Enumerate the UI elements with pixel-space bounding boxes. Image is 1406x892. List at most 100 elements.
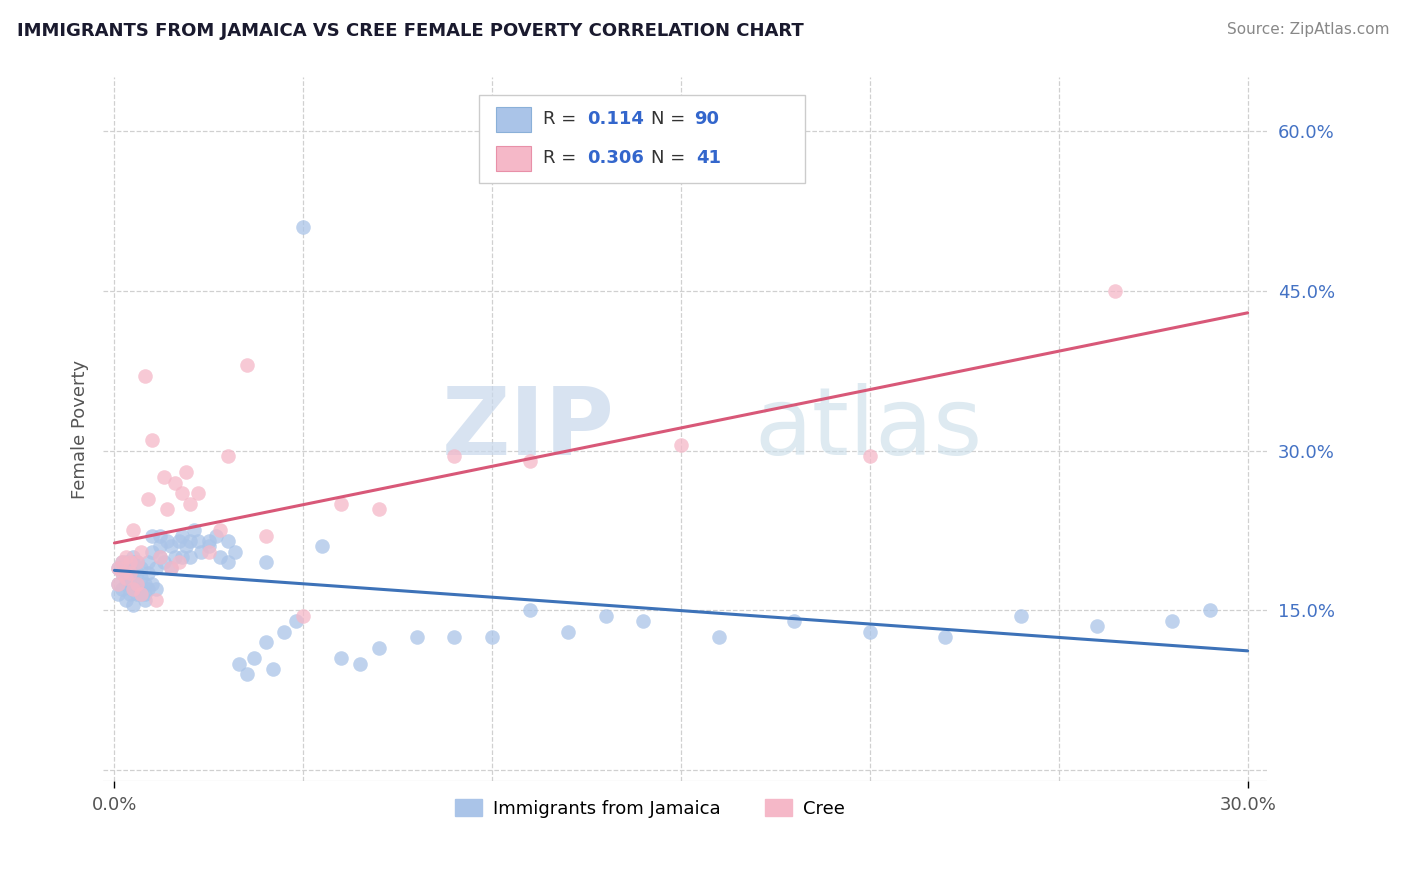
Point — [145, 592, 167, 607]
Point — [519, 603, 541, 617]
Point — [138, 566, 160, 581]
Point — [145, 561, 167, 575]
Point — [114, 550, 136, 565]
Point — [163, 550, 186, 565]
Point — [129, 561, 152, 575]
Point — [122, 566, 145, 581]
Point — [118, 587, 141, 601]
Point — [254, 635, 277, 649]
Point — [134, 576, 156, 591]
Point — [138, 491, 160, 506]
Point — [149, 540, 172, 554]
Point — [145, 582, 167, 596]
Point — [172, 486, 194, 500]
FancyBboxPatch shape — [479, 95, 804, 183]
Point — [859, 449, 882, 463]
Point — [118, 576, 141, 591]
Point — [174, 465, 197, 479]
Point — [160, 561, 183, 575]
Point — [217, 449, 239, 463]
Text: N =: N = — [651, 149, 692, 168]
Point — [179, 534, 201, 549]
Point — [114, 571, 136, 585]
Point — [595, 608, 617, 623]
Point — [156, 534, 179, 549]
Point — [156, 502, 179, 516]
Point — [349, 657, 371, 671]
Point — [149, 550, 172, 565]
Point — [859, 624, 882, 639]
Point — [149, 529, 172, 543]
Point — [122, 524, 145, 538]
Point — [1085, 619, 1108, 633]
Point — [1104, 284, 1126, 298]
Point — [330, 651, 353, 665]
Point — [111, 566, 134, 581]
Point — [183, 524, 205, 538]
Point — [122, 582, 145, 596]
Point — [107, 561, 129, 575]
Point — [138, 556, 160, 570]
Point — [330, 497, 353, 511]
Point — [114, 571, 136, 585]
Point — [243, 651, 266, 665]
Point — [141, 529, 163, 543]
Point — [190, 545, 212, 559]
Point — [129, 571, 152, 585]
Y-axis label: Female Poverty: Female Poverty — [72, 359, 89, 499]
Point — [1199, 603, 1222, 617]
Point — [783, 614, 806, 628]
Point — [311, 540, 333, 554]
Point — [118, 556, 141, 570]
Point — [107, 576, 129, 591]
Point — [149, 550, 172, 565]
Point — [111, 582, 134, 596]
Text: ZIP: ZIP — [441, 384, 614, 475]
Point — [167, 534, 190, 549]
Point — [669, 438, 692, 452]
Point — [111, 566, 134, 581]
Point — [141, 433, 163, 447]
Point — [118, 561, 141, 575]
Legend: Immigrants from Jamaica, Cree: Immigrants from Jamaica, Cree — [447, 791, 852, 825]
Point — [160, 540, 183, 554]
Point — [292, 608, 315, 623]
Point — [127, 576, 149, 591]
Point — [205, 529, 228, 543]
Point — [174, 540, 197, 554]
Point — [122, 598, 145, 612]
Point — [152, 470, 174, 484]
Text: IMMIGRANTS FROM JAMAICA VS CREE FEMALE POVERTY CORRELATION CHART: IMMIGRANTS FROM JAMAICA VS CREE FEMALE P… — [17, 22, 804, 40]
Point — [1161, 614, 1184, 628]
Point — [122, 556, 145, 570]
Point — [129, 587, 152, 601]
Point — [122, 582, 145, 596]
Point — [367, 502, 389, 516]
Point — [209, 550, 232, 565]
Point — [114, 556, 136, 570]
Point — [1010, 608, 1032, 623]
Point — [217, 534, 239, 549]
Text: 41: 41 — [696, 149, 721, 168]
Point — [172, 550, 194, 565]
Point — [107, 576, 129, 591]
Point — [114, 592, 136, 607]
Point — [122, 550, 145, 565]
Point — [209, 524, 232, 538]
Point — [111, 556, 134, 570]
Point — [111, 556, 134, 570]
Point — [107, 561, 129, 575]
Text: Source: ZipAtlas.com: Source: ZipAtlas.com — [1226, 22, 1389, 37]
Point — [228, 657, 250, 671]
Point — [167, 556, 190, 570]
Point — [198, 540, 221, 554]
Point — [217, 556, 239, 570]
Point — [367, 640, 389, 655]
Point — [187, 486, 209, 500]
Point — [118, 566, 141, 581]
Point — [235, 358, 257, 372]
Point — [118, 566, 141, 581]
Point — [114, 576, 136, 591]
Point — [134, 592, 156, 607]
Point — [707, 630, 730, 644]
